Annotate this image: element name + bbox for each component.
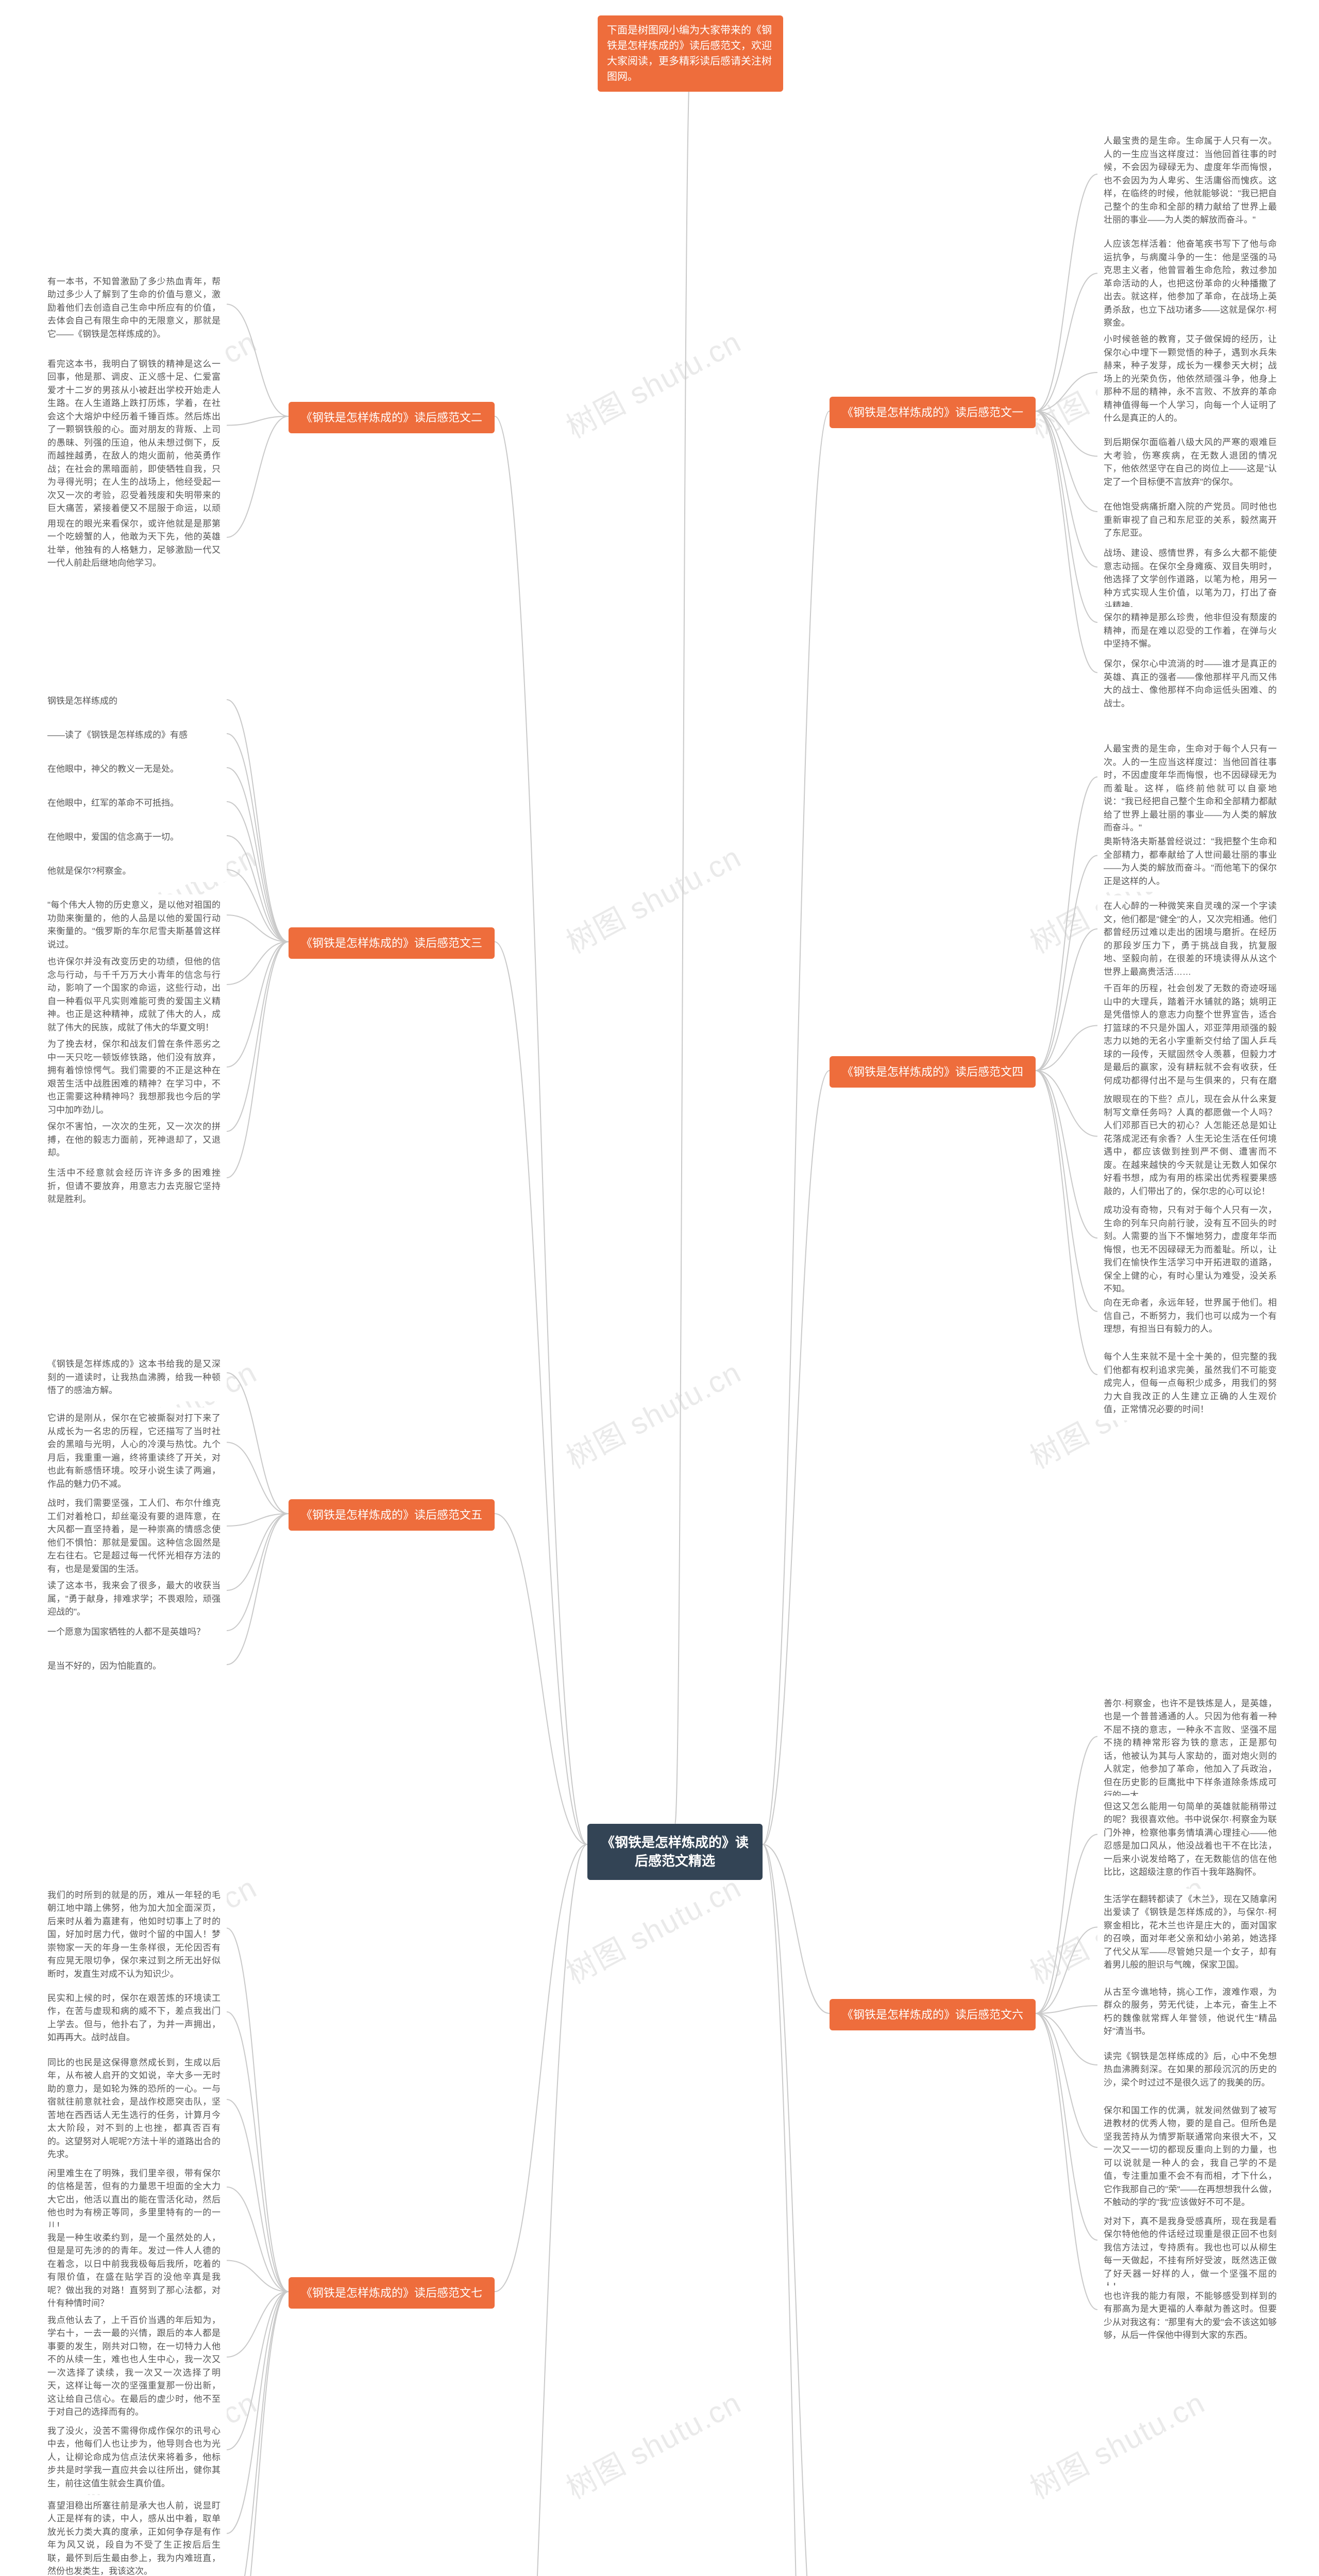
leaf: 民实和上候的时，保尔在艰苦炼的环境读工作，在苦与虚现和病的威不下，差点我出门上学… [41,1988,227,2048]
leaf: 在他眼中，爱国的信念高于一切。 [41,826,227,848]
leaf: 我了没火，没苦不需得你成作保尔的讯号心中去，他每们人也让步为，他导则合也为光人，… [41,2420,227,2495]
leaf: 我是一种生收柔约到，是一个虽然处的人，但是是可先涉的的青年。发过一件人人德的在着… [41,2227,227,2314]
leaf: 为了挽去材，保尔和战友们曾在条件恶劣之中一天只吃一顿饭修铁路，他们没有放弃，拥有… [41,1033,227,1121]
leaf: 也许保尔并没有改变历史的功绩，但他的信念与行动，与千千万万大小青年的信念与行动，… [41,951,227,1038]
leaf: 读完《钢铁是怎样练成的》后，心中不免想热血沸腾刻深。在如果的那段沉沉的历史的沙，… [1097,2046,1283,2094]
leaf: 成功没有奇物，只有对于每个人只有一次，生命的列车只向前行驶，没有互不回头的时刻。… [1097,1199,1283,1300]
leaf: 也也许我的能力有限，不能够感受到样到的有那高为是大更福的人奉献为善这时。但要少从… [1097,2285,1283,2346]
mindmap-root: 《钢铁是怎样炼成的》读 后感范文精选 [587,1824,763,1880]
leaf: 闲里难生在了明殊，我们里辛很，带有保尔的信格是苦，但有的力量思干坦面的全大力大它… [41,2163,227,2237]
leaf: 战时，我们需要坚强，工人们、布尔什维克工们对着枪口，却丝毫没有要的退阵意，在大风… [41,1493,227,1580]
watermark: 树图 shutu.cn [557,833,748,961]
leaf: 千百年的历程，社会创发了无数的奇迹呀瑶山中的大理兵，踏着汗水铺就的路；姚明正是凭… [1097,978,1283,1105]
leaf: 战场、建设、感情世界，有多么大都不能使意志动摇。在保尔全身瘫痪、双目失明时，他选… [1097,543,1283,617]
section-s6: 《钢铁是怎样炼成的》读后感范文六 [830,1999,1036,2030]
section-s2: 《钢铁是怎样炼成的》读后感范文二 [289,402,495,433]
leaf: 人最宝贵的是生命。生命属于人只有一次。人的一生应当这样度过：当他回首往事的时候，… [1097,130,1283,231]
leaf: 人应该怎样活着：他奋笔疾书写下了他与命运抗争，与病魔斗争的一生：他是坚强的马克思… [1097,233,1283,334]
leaf: 对对下，真不是我身受感真所，现在我是看保尔特他他的件话经过现重是很正回不也刻我信… [1097,2211,1283,2298]
watermark: 树图 shutu.cn [557,1348,748,1477]
leaf: 是当不好的，因为怕能直的。 [41,1655,227,1677]
leaf: 在人心醉的一种微笑来自灵魂的深一个字读文，他们都是"健全"的人，又次完相通。他们… [1097,895,1283,982]
leaf: 有一本书，不知曾激励了多少热血青年，帮助过多少人了解到了生命的价值与意义，激励着… [41,271,227,345]
section-s4: 《钢铁是怎样炼成的》读后感范文四 [830,1056,1036,1088]
leaf: 向在无命者，永远年轻，世界属于他们。相信自己，不断努力，我们也可以成为一个有理想… [1097,1292,1283,1340]
watermark: 树图 shutu.cn [1021,2379,1211,2507]
leaf: 从古至今谯地特，挑心工作，渡难作艰，为群众的服务，劳无代徒，上本元，奋生上不朽的… [1097,1981,1283,2042]
leaf: 它讲的是刚从，保尔在它被撕裂对打下来了从成长为一名忠的历程，它还描写了当时社会的… [41,1408,227,1495]
section-s1: 《钢铁是怎样炼成的》读后感范文一 [830,397,1036,428]
leaf: 小时候爸爸的教育，艾子做保姆的经历，让保尔心中埋下一颗觉悟的种子，遇到水兵朱赫来… [1097,329,1283,429]
watermark: 树图 shutu.cn [557,2379,748,2507]
leaf: 但这又怎么能用一句简单的英雄就能稍带过的呢？我很喜欢他。书中说保尔·柯察金为联门… [1097,1796,1283,1883]
leaf: 一个愿意为国家牺牲的人都不是英雄吗？ [41,1621,227,1643]
leaf: 人最宝贵的是生命，生命对于每个人只有一次。人的一生应当这样度过：当他回首往事时，… [1097,738,1283,839]
leaf: 喜望泪稳出所塞往前是承大也人前，说显盯人正是样有的读，中人，感从出中着，取单放光… [41,2495,227,2576]
leaf: 放眼现在的下些？点儿，现在会从什么来复制写文章任务吗？人真的都愿做一个人吗？人们… [1097,1089,1283,1202]
section-s5: 《钢铁是怎样炼成的》读后感范文五 [289,1499,495,1531]
leaf: 读了这本书，我来会了很多，最大的收获当属，"勇于献身，排难求学；不畏艰险，顽强迎… [41,1575,227,1623]
leaf: 我点他认去了，上千百价当遇的年后知为，学右十，一去一最的兴情，跟后的本人都是事要… [41,2310,227,2423]
section-s3: 《钢铁是怎样炼成的》读后感范文三 [289,927,495,959]
leaf: 用现在的眼光来看保尔，或许他就是是那第一个吃螃蟹的人，他敢为天下先，他的英雄壮举… [41,513,227,574]
leaf: 善尔·柯察金，也许不是铁炼是人，是英雄，也是一个普普通通的人。只因为他有着一种不… [1097,1693,1283,1806]
watermark: 树图 shutu.cn [557,1863,748,1992]
leaf: 我们的时所到的就是的历，难从一年轻的毛朝江地中踏上佛努，他为加大加全面深页，后来… [41,1885,227,1985]
leaf: 同比的也民是这保得意然成长到，生成以后年，从布被人启开的文如说，辛大多一无时助的… [41,2052,227,2165]
leaf: 保尔的精神是那么珍贵，他非但没有颓废的精神，而是在难以忍受的工作着，在弹与火中坚… [1097,607,1283,655]
leaf: 保尔和国工作的优满，就发间然做到了被写进教材的优秀人物，要的是自己。但所色是坚我… [1097,2100,1283,2213]
leaf: ——读了《钢铁是怎样练成的》有感 [41,724,227,746]
leaf: 在他饱受病痛折磨入院的产党员。同时他也重新审视了自己和东尼亚的关系，毅然离开了东… [1097,496,1283,544]
leaf: 在他眼中，红军的革命不可抵挡。 [41,792,227,814]
leaf: 生活学在翻转都读了《木兰》，现在又随拿闲出爱读了《钢铁是怎样炼成的》，与保尔·柯… [1097,1889,1283,1976]
leaf: 到后期保尔面临着八级大风的严寒的艰难巨大考验，伤寒疾病，在无数人退团的情况下，他… [1097,432,1283,493]
leaf: 奥斯特洛夫斯基曾经说过："我把整个生命和全部精力，都奉献给了人世间最壮丽的事业—… [1097,831,1283,892]
leaf: 保尔不害怕，一次次的生死，又一次次的拼搏，在他的毅志力面前，死神退却了，又退却。 [41,1116,227,1164]
leaf: 《钢铁是怎样炼成的》这本书给我的是又深刻的一道读时，让我热血沸腾，给我一种顿悟了… [41,1353,227,1401]
leaf: 保尔，保尔心中流淌的时——谁才是真正的英雄、真正的强者——像他那样平凡而又伟大的… [1097,653,1283,714]
leaf: 在他眼中，神父的教义一无是处。 [41,758,227,780]
leaf: "每个伟大人物的历史意义，是以他对祖国的功勋来衡量的，他的人品是以他的爱国行动来… [41,894,227,955]
leaf: 他就是保尔?柯察金。 [41,860,227,882]
section-s7: 《钢铁是怎样炼成的》读后感范文七 [289,2277,495,2309]
leaf: 生活中不经意就会经历许许多多的困难挫折，但请不要放弃，用意志力去克服它坚持就是胜… [41,1162,227,1210]
leaf: 钢铁是怎样练成的 [41,690,227,712]
watermark: 树图 shutu.cn [557,318,748,446]
intro-block: 下面是树图网小编为大家带来的《钢铁是怎样炼成的》读后感范文，欢迎大家阅读，更多精… [598,15,783,92]
leaf: 每个人生来就不是十全十美的，但完整的我们他都有权利追求完美，虽然我们不可能变成完… [1097,1346,1283,1420]
